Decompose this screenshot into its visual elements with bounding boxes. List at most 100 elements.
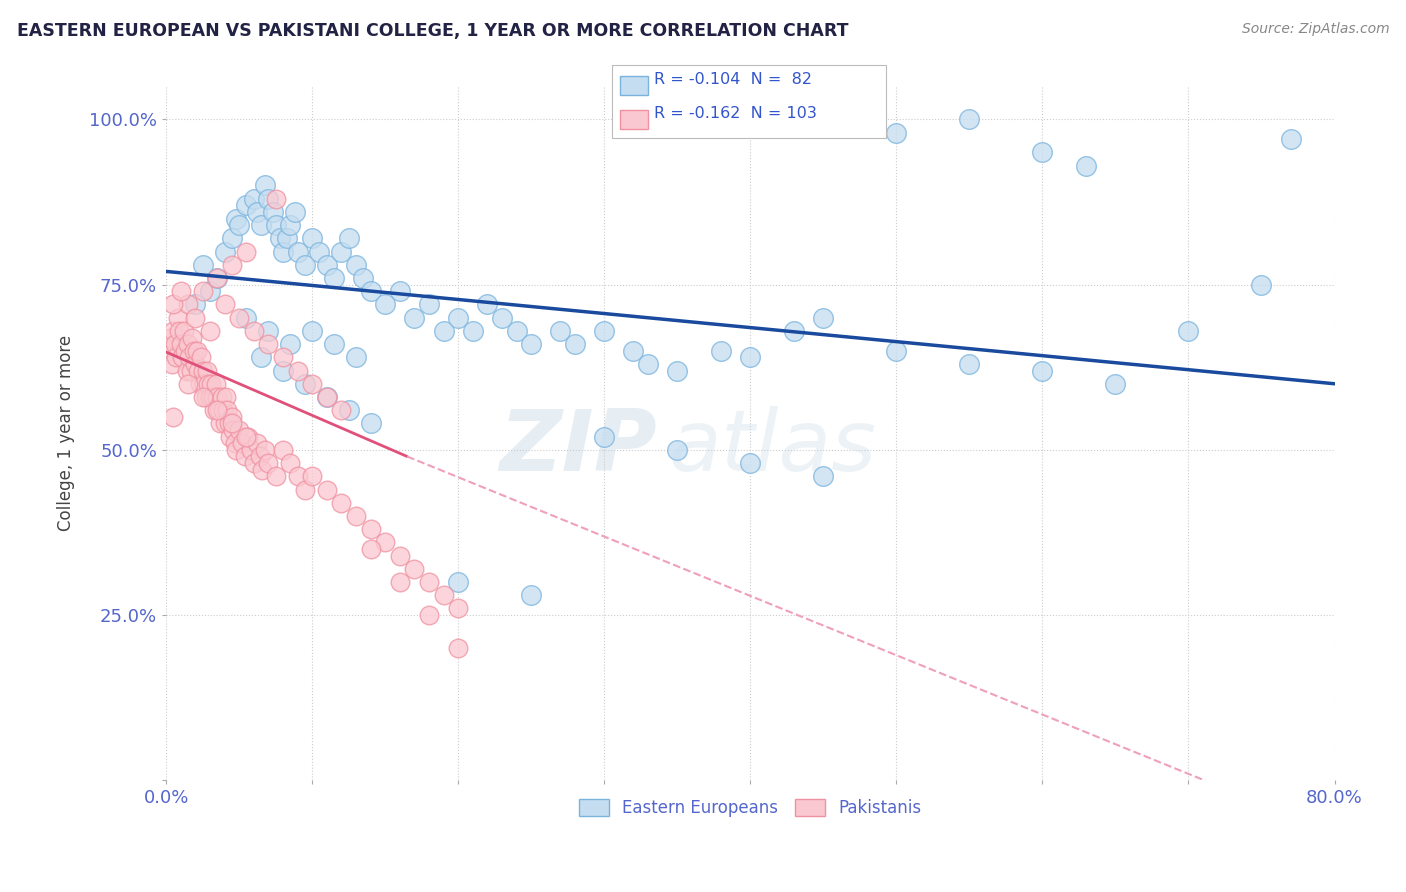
Point	[271, 244, 294, 259]
Point	[271, 442, 294, 457]
Point	[163, 337, 186, 351]
Point	[198, 324, 221, 338]
Point	[191, 363, 214, 377]
Point	[262, 205, 284, 219]
Point	[271, 363, 294, 377]
Point	[287, 363, 309, 377]
Point	[294, 483, 316, 497]
Point	[166, 310, 188, 325]
Point	[214, 417, 236, 431]
Point	[294, 376, 316, 391]
Point	[315, 258, 337, 272]
Point	[173, 324, 195, 338]
Point	[157, 343, 180, 358]
Point	[491, 310, 513, 325]
Point	[278, 337, 301, 351]
Point	[201, 390, 224, 404]
Point	[374, 297, 396, 311]
Point	[433, 324, 456, 338]
Point	[186, 343, 208, 358]
Point	[221, 409, 243, 424]
Point	[191, 284, 214, 298]
Point	[235, 430, 257, 444]
Point	[162, 324, 184, 338]
Point	[710, 343, 733, 358]
Point	[287, 244, 309, 259]
Point	[200, 376, 222, 391]
Point	[593, 324, 616, 338]
Point	[198, 390, 221, 404]
Point	[177, 297, 200, 311]
Point	[250, 218, 273, 232]
Point	[360, 284, 382, 298]
Point	[205, 403, 228, 417]
Point	[315, 390, 337, 404]
Point	[231, 436, 253, 450]
Point	[257, 192, 280, 206]
Point	[315, 390, 337, 404]
Point	[219, 430, 242, 444]
Point	[1031, 145, 1053, 160]
Point	[257, 337, 280, 351]
Point	[193, 376, 215, 391]
Point	[214, 244, 236, 259]
Point	[271, 351, 294, 365]
Point	[278, 218, 301, 232]
Point	[520, 588, 543, 602]
Point	[249, 450, 271, 464]
Point	[205, 271, 228, 285]
Legend: Eastern Europeans, Pakistanis: Eastern Europeans, Pakistanis	[572, 792, 928, 824]
Point	[208, 403, 231, 417]
Point	[191, 390, 214, 404]
Point	[301, 376, 323, 391]
Point	[337, 231, 360, 245]
Point	[211, 390, 233, 404]
Point	[224, 436, 246, 450]
Point	[242, 324, 264, 338]
Point	[177, 337, 200, 351]
Point	[418, 608, 440, 623]
Point	[550, 324, 572, 338]
Point	[184, 357, 207, 371]
Point	[360, 522, 382, 536]
Point	[323, 337, 346, 351]
Point	[181, 330, 204, 344]
Point	[233, 450, 256, 464]
Point	[162, 409, 184, 424]
Point	[225, 442, 247, 457]
Point	[418, 575, 440, 590]
Point	[221, 231, 243, 245]
Point	[447, 601, 470, 615]
Point	[330, 244, 353, 259]
Text: atlas: atlas	[668, 406, 876, 489]
Point	[252, 463, 274, 477]
Point	[360, 417, 382, 431]
Point	[184, 310, 207, 325]
Point	[301, 231, 323, 245]
Point	[170, 284, 193, 298]
Point	[447, 575, 470, 590]
Point	[235, 310, 257, 325]
Point	[388, 549, 411, 563]
Point	[264, 218, 287, 232]
Point	[246, 205, 269, 219]
Point	[209, 417, 232, 431]
Point	[1250, 277, 1272, 292]
Point	[330, 496, 353, 510]
Point	[176, 363, 198, 377]
Point	[172, 351, 194, 365]
Text: ZIP: ZIP	[499, 406, 657, 489]
Point	[162, 297, 184, 311]
Point	[250, 351, 273, 365]
Point	[666, 442, 689, 457]
Point	[433, 588, 456, 602]
Point	[221, 417, 243, 431]
Point	[287, 469, 309, 483]
Text: R = -0.162  N = 103: R = -0.162 N = 103	[654, 106, 817, 121]
Point	[165, 351, 187, 365]
Point	[239, 442, 262, 457]
Point	[217, 403, 239, 417]
Point	[228, 423, 250, 437]
Point	[388, 575, 411, 590]
Point	[187, 363, 209, 377]
